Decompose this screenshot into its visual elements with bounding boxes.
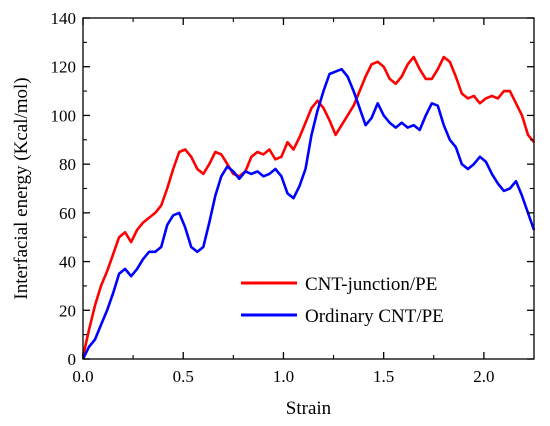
x-tick-label: 2.0 <box>473 367 494 386</box>
y-axis-title: Interfacial energy (Kcal/mol) <box>11 77 32 299</box>
series-layer <box>81 55 536 360</box>
series-line-cnt-junction <box>81 55 536 357</box>
y-tick-label: 40 <box>59 253 76 272</box>
legend-label-ordinary-cnt: Ordinary CNT/PE <box>305 306 444 327</box>
y-tick-label: 120 <box>51 58 77 77</box>
x-tick-label: 1.5 <box>373 367 394 386</box>
x-axis-title: Strain <box>286 398 332 419</box>
x-tick-label: 1.0 <box>273 367 294 386</box>
x-tick-label: 0.5 <box>173 367 194 386</box>
y-tick-label: 0 <box>68 350 77 369</box>
y-tick-label: 140 <box>51 9 77 28</box>
ticks-layer: 0.0 0.5 1.0 1.5 2.0 0 20 40 60 80 100 120 140 <box>51 9 534 386</box>
legend: CNT-junction/PE Ordinary CNT/PE <box>241 274 444 327</box>
series-line-ordinary-cnt <box>81 67 536 360</box>
y-tick-label: 80 <box>59 155 76 174</box>
legend-label-cnt-junction: CNT-junction/PE <box>305 274 437 295</box>
y-tick-label: 20 <box>59 301 76 320</box>
y-tick-label: 60 <box>59 204 76 223</box>
x-tick-label: 0.0 <box>72 367 93 386</box>
y-tick-label: 100 <box>51 106 77 125</box>
